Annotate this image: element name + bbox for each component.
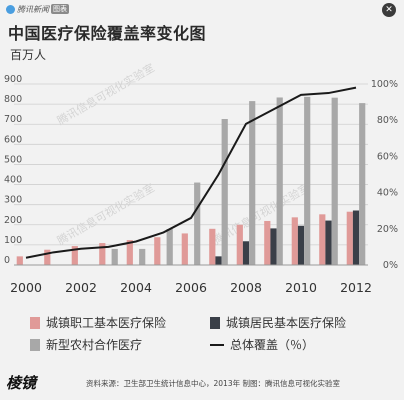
bar-rural-coop bbox=[249, 101, 256, 265]
legend-label-urban-employee: 城镇职工基本医疗保险 bbox=[46, 316, 167, 330]
bar-urban-employee bbox=[236, 224, 243, 265]
x-tick-label: 2006 bbox=[175, 280, 207, 295]
legend-label-total-coverage: 总体覆盖（％） bbox=[230, 338, 315, 352]
bar-rural-coop bbox=[221, 118, 228, 265]
legend-swatch-urban-employee bbox=[30, 316, 40, 329]
bar-urban-employee bbox=[99, 243, 106, 265]
top-bar: 腾讯新闻 图表 ✕ bbox=[0, 0, 404, 18]
watermark-text: 腾讯信息可视化实验室 bbox=[55, 60, 157, 127]
bar-urban-resident bbox=[352, 210, 360, 265]
y-right-tick-label: 100% bbox=[371, 79, 398, 90]
bar-urban-resident bbox=[215, 256, 222, 265]
legend-swatch-rural-coop bbox=[30, 338, 40, 351]
bar-rural-coop bbox=[166, 229, 173, 265]
legend-item-rural-coop: 新型农村合作医疗 bbox=[30, 336, 142, 353]
bar-urban-employee bbox=[346, 211, 353, 265]
bar-urban-employee bbox=[264, 220, 271, 265]
bar-urban-employee bbox=[126, 240, 133, 265]
y-left-tick-label: 900 bbox=[4, 74, 22, 85]
y-left-tick-label: 0 bbox=[4, 255, 10, 266]
close-button[interactable]: ✕ bbox=[382, 3, 396, 17]
y-left-tick-label: 200 bbox=[4, 215, 22, 226]
chart-area: 0 100 200 300 400 500 600 700 800 900 0% 20% 40% 60% 8… bbox=[4, 60, 398, 295]
bar-urban-employee bbox=[291, 217, 298, 265]
y-left-tick-label: 600 bbox=[4, 134, 22, 145]
y-axis-unit: 百万人 bbox=[10, 48, 47, 62]
brand-icon bbox=[6, 4, 15, 14]
bar-urban-employee bbox=[209, 228, 216, 265]
x-tick-label: 2000 bbox=[10, 280, 42, 295]
bar-rural-coop bbox=[111, 248, 118, 265]
bar-rural-coop bbox=[139, 248, 146, 265]
bar-urban-resident bbox=[297, 225, 305, 265]
legend-label-rural-coop: 新型农村合作医疗 bbox=[46, 338, 143, 352]
x-tick-label: 2004 bbox=[120, 280, 152, 295]
y-left-tick-label: 800 bbox=[4, 94, 22, 105]
bar-urban-employee bbox=[154, 237, 161, 265]
bar-rural-coop bbox=[304, 96, 311, 265]
bar-rural-coop bbox=[359, 103, 366, 265]
footer-source: 资料来源：卫生部卫生统计信息中心，2013年 制图：腾讯信息可视化实验室 bbox=[86, 379, 340, 388]
bar-rural-coop bbox=[331, 97, 338, 265]
bar-urban-employee bbox=[16, 256, 23, 265]
x-tick-label: 2008 bbox=[230, 280, 262, 295]
legend-item-total-coverage: 总体覆盖（％） bbox=[210, 336, 314, 353]
legend-item-urban-employee: 城镇职工基本医疗保险 bbox=[30, 314, 166, 331]
y-right-tick-label: 20% bbox=[377, 224, 398, 235]
bar-urban-employee bbox=[44, 249, 51, 265]
x-tick-label: 2012 bbox=[340, 280, 372, 295]
brand-logo: 腾讯新闻 图表 bbox=[6, 4, 69, 15]
bar-urban-employee bbox=[71, 246, 78, 265]
y-right-tick-label: 40% bbox=[377, 188, 398, 199]
y-right-tick-label: 0% bbox=[383, 260, 398, 271]
legend-label-urban-resident: 城镇居民基本医疗保险 bbox=[226, 316, 347, 330]
bar-urban-employee bbox=[319, 214, 326, 265]
brand-tag: 图表 bbox=[51, 4, 69, 14]
bar-urban-employee bbox=[181, 233, 188, 265]
y-left-tick-label: 700 bbox=[4, 114, 22, 125]
bar-rural-coop bbox=[194, 182, 201, 265]
bar-urban-resident bbox=[242, 241, 250, 265]
brand-name: 腾讯新闻 bbox=[17, 4, 49, 14]
legend-item-urban-resident: 城镇居民基本医疗保险 bbox=[210, 314, 346, 331]
y-left-tick-label: 400 bbox=[4, 175, 22, 186]
y-right-tick-label: 80% bbox=[377, 115, 398, 126]
bar-rural-coop bbox=[276, 97, 283, 265]
y-left-tick-label: 300 bbox=[4, 195, 22, 206]
footer-logo: 棱镜 bbox=[6, 374, 37, 392]
bar-urban-resident bbox=[270, 228, 277, 265]
x-tick-label: 2002 bbox=[65, 280, 97, 295]
y-right-tick-label: 60% bbox=[377, 151, 398, 162]
x-tick-label: 2010 bbox=[285, 280, 317, 295]
y-left-tick-label: 100 bbox=[4, 235, 22, 246]
legend-swatch-urban-resident bbox=[210, 316, 220, 329]
y-left-tick-label: 500 bbox=[4, 154, 22, 165]
watermark-text: 腾讯信息可视化实验室 bbox=[55, 180, 157, 247]
legend-swatch-total-coverage bbox=[210, 343, 224, 346]
bar-urban-resident bbox=[325, 220, 332, 265]
chart-title: 中国医疗保险覆盖率变化图 bbox=[8, 24, 207, 43]
